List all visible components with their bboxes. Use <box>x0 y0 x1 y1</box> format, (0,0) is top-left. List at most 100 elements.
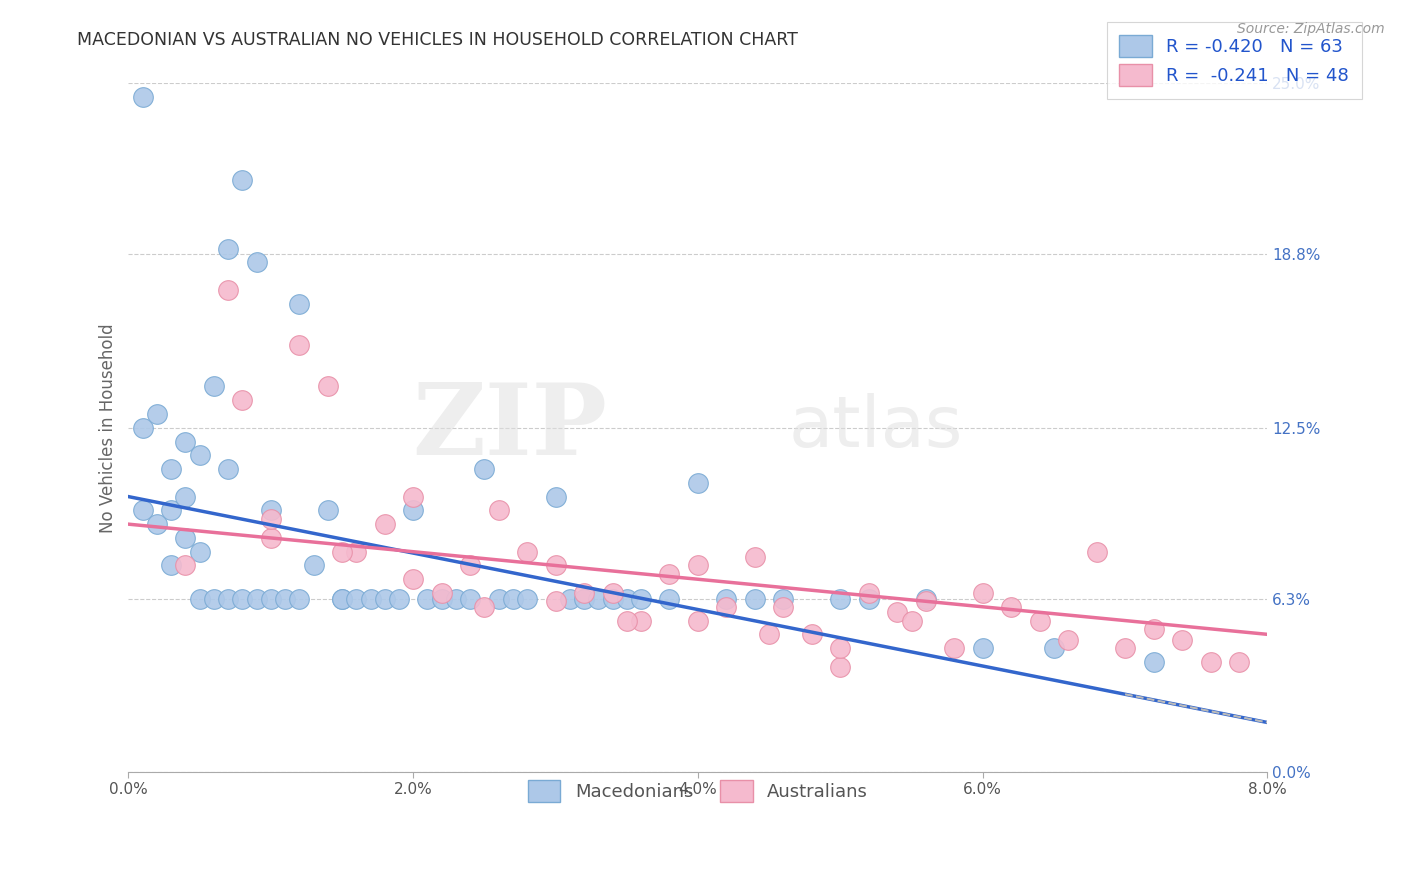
Point <box>316 503 339 517</box>
Point <box>146 407 169 421</box>
Point <box>943 641 966 656</box>
Point <box>131 90 153 104</box>
Point <box>344 591 367 606</box>
Point <box>914 591 936 606</box>
Point <box>430 586 453 600</box>
Point <box>630 614 652 628</box>
Point <box>488 591 510 606</box>
Point <box>474 599 496 614</box>
Point <box>430 591 453 606</box>
Point <box>146 517 169 532</box>
Point <box>260 591 283 606</box>
Point <box>900 614 922 628</box>
Point <box>260 511 283 525</box>
Point <box>488 503 510 517</box>
Point <box>502 591 524 606</box>
Point <box>686 614 709 628</box>
Point <box>1114 641 1136 656</box>
Point <box>231 393 253 408</box>
Point <box>1199 655 1222 669</box>
Point <box>1142 655 1164 669</box>
Point <box>174 490 197 504</box>
Point <box>544 490 567 504</box>
Point <box>402 503 425 517</box>
Point <box>716 591 738 606</box>
Text: atlas: atlas <box>789 393 963 462</box>
Point <box>374 517 396 532</box>
Point <box>330 545 353 559</box>
Point <box>316 379 339 393</box>
Point <box>516 591 538 606</box>
Point <box>772 599 794 614</box>
Legend: Macedonians, Australians: Macedonians, Australians <box>515 767 880 814</box>
Point <box>830 641 852 656</box>
Point <box>772 591 794 606</box>
Point <box>402 490 425 504</box>
Point <box>288 297 311 311</box>
Point <box>360 591 382 606</box>
Point <box>558 591 581 606</box>
Point <box>886 605 908 619</box>
Point <box>458 558 481 573</box>
Point <box>174 531 197 545</box>
Point <box>858 586 880 600</box>
Point <box>800 627 823 641</box>
Point <box>217 283 239 297</box>
Point <box>131 421 153 435</box>
Point <box>288 338 311 352</box>
Point <box>716 599 738 614</box>
Point <box>174 558 197 573</box>
Point <box>474 462 496 476</box>
Point <box>1043 641 1066 656</box>
Text: Source: ZipAtlas.com: Source: ZipAtlas.com <box>1237 22 1385 37</box>
Point <box>686 475 709 490</box>
Point <box>174 434 197 449</box>
Point <box>658 591 681 606</box>
Point <box>231 591 253 606</box>
Point <box>516 545 538 559</box>
Point <box>572 586 595 600</box>
Point <box>744 550 766 565</box>
Point <box>444 591 467 606</box>
Y-axis label: No Vehicles in Household: No Vehicles in Household <box>100 323 117 533</box>
Point <box>231 173 253 187</box>
Point <box>1085 545 1108 559</box>
Point <box>246 591 269 606</box>
Point <box>160 558 183 573</box>
Point <box>188 448 211 462</box>
Point <box>344 545 367 559</box>
Point <box>302 558 325 573</box>
Point <box>758 627 780 641</box>
Point <box>830 660 852 674</box>
Point <box>246 255 269 269</box>
Point <box>330 591 353 606</box>
Point <box>588 591 610 606</box>
Point <box>858 591 880 606</box>
Point <box>288 591 311 606</box>
Point <box>188 545 211 559</box>
Point <box>1227 655 1250 669</box>
Point <box>1057 632 1080 647</box>
Point <box>1142 622 1164 636</box>
Point <box>416 591 439 606</box>
Point <box>972 641 994 656</box>
Point <box>388 591 411 606</box>
Point <box>374 591 396 606</box>
Point <box>330 591 353 606</box>
Point <box>274 591 297 606</box>
Point <box>630 591 652 606</box>
Point <box>616 591 638 606</box>
Point <box>544 558 567 573</box>
Point <box>217 242 239 256</box>
Point <box>972 586 994 600</box>
Point <box>658 566 681 581</box>
Point <box>1028 614 1050 628</box>
Point <box>202 591 225 606</box>
Point <box>544 594 567 608</box>
Text: ZIP: ZIP <box>412 379 607 476</box>
Point <box>188 591 211 606</box>
Point <box>217 462 239 476</box>
Point <box>1000 599 1022 614</box>
Point <box>744 591 766 606</box>
Point <box>131 503 153 517</box>
